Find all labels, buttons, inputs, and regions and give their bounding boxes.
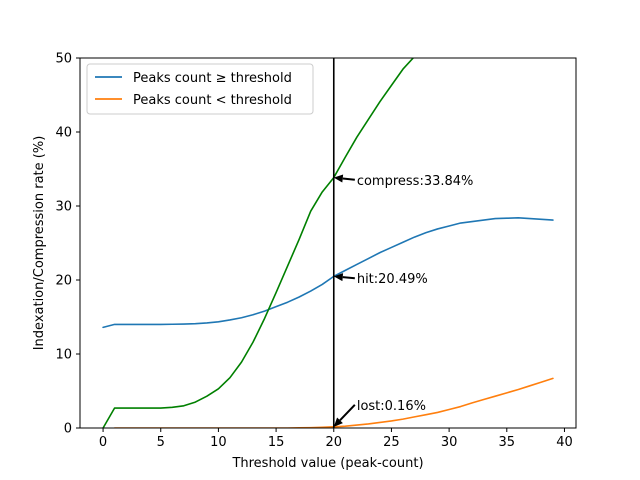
legend-label-ge: Peaks count ≥ threshold xyxy=(133,71,292,86)
legend: Peaks count ≥ threshold Peaks count < th… xyxy=(86,63,314,115)
y-tick-label: 10 xyxy=(55,348,72,363)
annotation-arrowhead-hit xyxy=(333,273,344,282)
series-line-ge-threshold xyxy=(102,217,554,329)
x-tick-label: 30 xyxy=(441,435,458,450)
x-tick-label: 15 xyxy=(268,435,285,450)
y-tick-label: 20 xyxy=(55,274,72,289)
x-tick-label: 35 xyxy=(499,435,516,450)
legend-label-lt: Peaks count < threshold xyxy=(133,93,292,108)
x-tick-label: 40 xyxy=(556,435,573,450)
annotation-arrow-lost xyxy=(339,404,356,421)
x-axis-label: Threshold value (peak-count) xyxy=(231,456,423,471)
annotation-label-hit: hit:20.49% xyxy=(357,272,428,287)
legend-frame xyxy=(86,63,314,115)
y-tick-label: 30 xyxy=(55,200,72,215)
annotation-label-lost: lost:0.16% xyxy=(357,399,426,414)
annotation-arrow-hit xyxy=(342,276,355,280)
annotation-label-compress: compress:33.84% xyxy=(357,174,474,189)
y-axis-label: Indexation/Compression rate (%) xyxy=(32,136,47,351)
annotation-arrow-compress xyxy=(342,177,355,181)
series-line-compression xyxy=(102,58,415,428)
annotation-arrowhead-compress xyxy=(333,174,344,183)
x-tick-label: 25 xyxy=(383,435,400,450)
y-tick-label: 40 xyxy=(55,126,72,141)
x-tick-label: 5 xyxy=(157,435,165,450)
y-tick-label: 0 xyxy=(64,422,72,437)
x-tick-label: 20 xyxy=(325,435,342,450)
plot-area xyxy=(80,58,576,428)
plot-frame xyxy=(79,57,577,429)
annotation-arrowhead-lost xyxy=(333,417,343,427)
y-tick-label: 50 xyxy=(55,52,72,67)
x-tick-label: 0 xyxy=(99,435,107,450)
x-tick-label: 10 xyxy=(210,435,227,450)
